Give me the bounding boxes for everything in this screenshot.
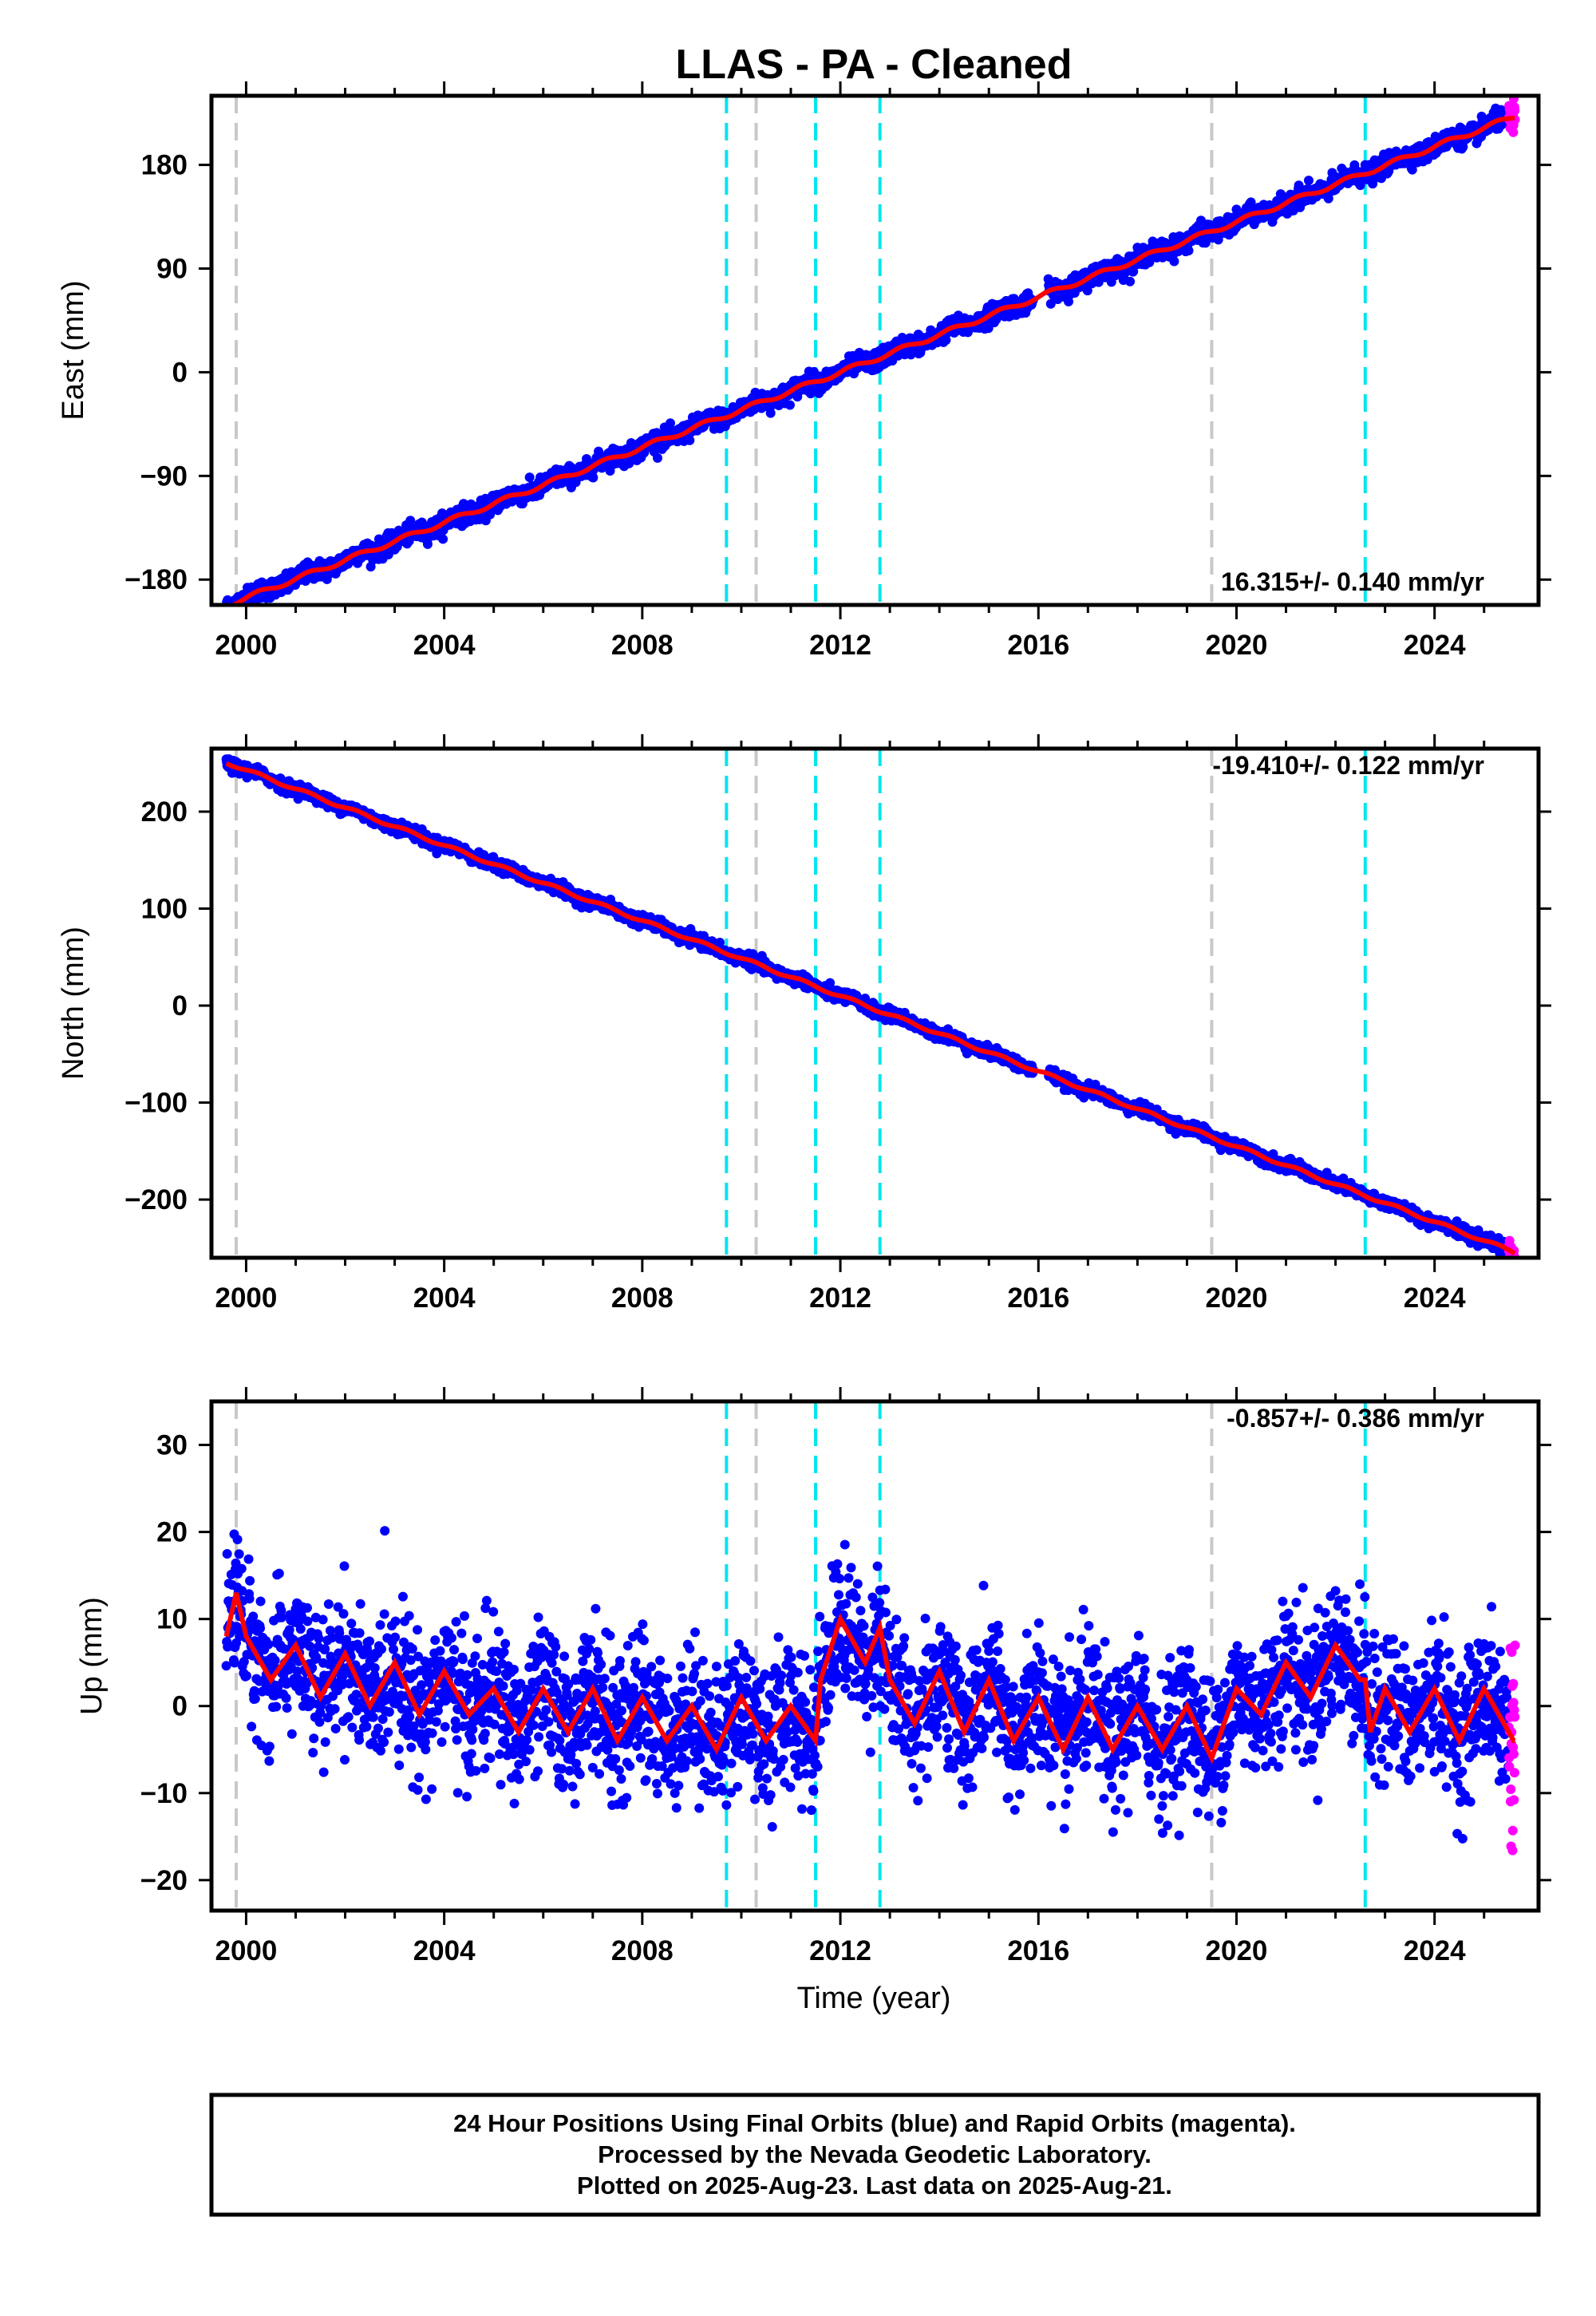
x-tick-label: 2000 (215, 630, 277, 661)
final-orbit-point (666, 418, 676, 429)
final-orbit-point (715, 937, 725, 947)
final-orbit-point (765, 408, 776, 418)
final-orbit-point (1183, 245, 1194, 255)
panels: 2000 2004 2008 2012 2016 2020 2024 −180 −90 0 90 18… (57, 81, 1551, 1966)
final-orbit-point (941, 335, 951, 346)
x-tick-label: 2008 (611, 630, 674, 661)
panel-frame (209, 93, 1541, 607)
final-orbit-point (825, 978, 836, 988)
panel-north: 2000 2004 2008 2012 2016 2020 2024−200−1000100… (57, 734, 1551, 1314)
y-axis-label: East (mm) (57, 280, 90, 420)
final-orbit-point (438, 534, 448, 544)
final-orbit-point (1125, 276, 1136, 287)
y-tick-label: 0 (172, 357, 188, 388)
y-tick-label: 180 (141, 150, 188, 181)
final-orbit-point (685, 435, 695, 445)
x-tick-label: 2020 (1206, 630, 1268, 661)
x-tick-label: 2016 (1007, 630, 1069, 661)
rapid-orbit-point (1508, 127, 1519, 137)
y-tick-label: 90 (156, 254, 188, 285)
final-orbit-point (524, 472, 535, 483)
rate-label: 16.315+/- 0.140 mm/yr (1221, 567, 1484, 596)
model-fit-line (226, 115, 1515, 605)
final-orbit-point (1458, 141, 1468, 152)
y-tick-label: −90 (140, 460, 188, 492)
final-orbit-point (1407, 164, 1417, 175)
data-points (222, 96, 1520, 620)
final-orbit-point (228, 607, 238, 616)
final-orbit-point (227, 606, 237, 615)
y-tick-label: −180 (124, 564, 188, 595)
final-orbit-point (588, 472, 598, 483)
panel-east: 2000 2004 2008 2012 2016 2020 2024 −180 −90 0 90 18… (57, 81, 1551, 661)
x-tick-label: 2004 (413, 630, 476, 661)
final-orbit-point (405, 516, 416, 526)
figure-title: LLAS - PA - Cleaned (676, 41, 1073, 88)
final-orbit-point (1045, 298, 1056, 309)
final-orbit-point (784, 400, 795, 410)
final-orbit-point (906, 350, 916, 360)
x-tick-label: 2012 (809, 630, 871, 661)
final-orbit-point (1323, 193, 1333, 204)
final-orbit-point (1169, 256, 1179, 267)
final-orbit-point (226, 611, 235, 620)
final-orbit-point (422, 539, 433, 549)
final-orbit-point (485, 509, 496, 520)
final-orbit-point (1303, 176, 1314, 186)
x-tick-label: 2024 (1404, 630, 1466, 661)
rapid-orbit-point (1510, 105, 1520, 116)
final-orbit-point (652, 453, 662, 463)
final-orbit-point (227, 606, 236, 615)
